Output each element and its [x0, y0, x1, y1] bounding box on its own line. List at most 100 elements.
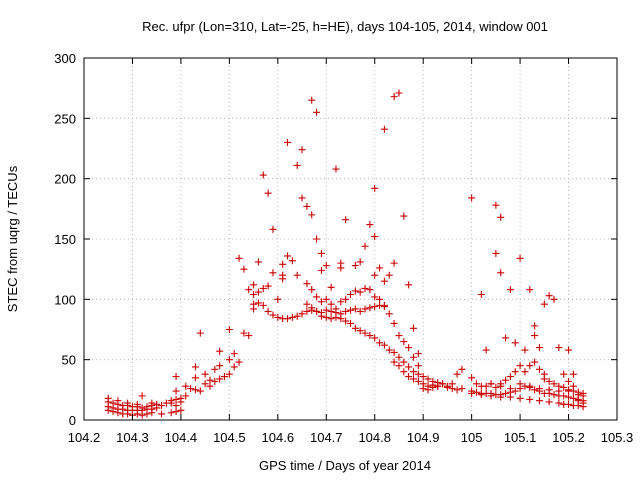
data-point [531, 386, 539, 394]
data-point [550, 391, 558, 399]
data-point [191, 386, 199, 394]
data-point [569, 382, 577, 390]
data-point [240, 265, 248, 273]
data-point [313, 235, 321, 243]
data-point [531, 322, 539, 330]
data-point [250, 305, 258, 313]
x-tick-label: 105.2 [552, 430, 585, 445]
data-point [409, 375, 417, 383]
data-point [327, 307, 335, 315]
data-point [380, 303, 388, 311]
data-point [390, 93, 398, 101]
data-point [264, 282, 272, 290]
data-point [400, 338, 408, 346]
data-point [172, 373, 180, 381]
data-point [395, 332, 403, 340]
data-point [216, 347, 224, 355]
data-point [182, 392, 190, 400]
data-point [502, 376, 510, 384]
data-point [133, 400, 141, 408]
data-point [380, 277, 388, 285]
data-point [288, 257, 296, 265]
data-point [317, 266, 325, 274]
data-point [158, 410, 166, 418]
data-point [143, 403, 151, 411]
data-point [477, 291, 485, 299]
data-point [322, 306, 330, 314]
data-point [347, 291, 354, 299]
data-point [376, 264, 384, 272]
data-point [172, 402, 180, 410]
data-point [506, 385, 514, 393]
data-point [385, 271, 393, 279]
data-point [293, 161, 301, 169]
data-point [405, 363, 413, 371]
data-point [317, 312, 325, 320]
y-tick-label: 150 [54, 232, 76, 247]
data-point [574, 402, 582, 410]
data-point [414, 350, 422, 358]
data-point [361, 305, 369, 313]
data-point [385, 310, 393, 318]
data-point [531, 358, 539, 366]
data-point [497, 382, 505, 390]
data-point [443, 383, 451, 391]
data-point [565, 346, 573, 354]
data-point [361, 284, 369, 292]
data-point [472, 388, 480, 396]
data-point [196, 329, 204, 337]
data-point [516, 394, 524, 402]
data-point [506, 286, 514, 294]
data-point [342, 317, 350, 325]
data-point [303, 202, 311, 210]
x-tick-label: 105.1 [504, 430, 537, 445]
y-tick-label: 200 [54, 172, 76, 187]
data-point [230, 350, 238, 358]
data-point [565, 377, 573, 385]
chart-title: Rec. ufpr (Lon=310, Lat=-25, h=HE), days… [142, 19, 548, 34]
data-point [347, 306, 354, 314]
data-point [158, 402, 166, 410]
data-point [138, 404, 146, 412]
data-point [230, 363, 238, 371]
data-point [313, 307, 321, 315]
data-point [254, 288, 262, 296]
data-point [565, 393, 573, 401]
data-point [414, 370, 422, 378]
data-point [201, 370, 209, 378]
data-point [351, 305, 359, 313]
data-point [351, 262, 359, 270]
data-point [409, 368, 417, 376]
data-point [206, 376, 214, 384]
x-tick-label: 105 [461, 430, 483, 445]
data-point [177, 406, 185, 414]
data-point [439, 380, 447, 388]
x-tick-label: 105.3 [601, 430, 634, 445]
data-point [477, 391, 485, 399]
data-point [468, 374, 476, 382]
data-point [492, 201, 500, 209]
data-point [458, 385, 466, 393]
data-point [279, 275, 287, 283]
data-point [371, 293, 379, 301]
data-point [172, 395, 180, 403]
data-point [148, 399, 156, 407]
data-point [405, 344, 413, 352]
data-point [380, 125, 388, 133]
data-point [502, 389, 510, 397]
data-point [284, 315, 292, 323]
data-point [569, 394, 577, 402]
data-point [550, 295, 558, 303]
data-point [526, 362, 534, 370]
data-point [560, 383, 568, 391]
data-point [390, 259, 398, 267]
data-point [579, 403, 587, 411]
data-point [385, 346, 393, 354]
data-point [351, 287, 359, 295]
data-point [535, 385, 543, 393]
data-point [395, 362, 403, 370]
data-point [555, 344, 563, 352]
data-point [206, 382, 214, 390]
data-point [337, 298, 345, 306]
